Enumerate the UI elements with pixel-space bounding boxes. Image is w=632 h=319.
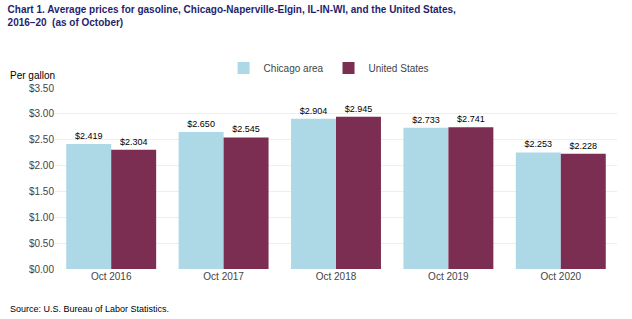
svg-text:$2.741: $2.741 [457,114,485,124]
svg-text:Per gallon: Per gallon [10,70,55,81]
svg-text:$2.228: $2.228 [570,141,598,151]
svg-text:Chart 1. Average prices for ga: Chart 1. Average prices for gasoline, Ch… [8,4,456,28]
svg-text:Oct 2016: Oct 2016 [91,271,132,282]
svg-text:Oct 2019: Oct 2019 [428,271,469,282]
svg-text:United States: United States [369,63,429,74]
svg-text:$2.545: $2.545 [232,124,260,134]
svg-text:$3.00: $3.00 [29,108,54,119]
svg-text:$2.419: $2.419 [75,131,103,141]
svg-text:Oct 2017: Oct 2017 [203,271,244,282]
svg-text:$2.50: $2.50 [29,134,54,145]
svg-text:$0.50: $0.50 [29,238,54,249]
svg-text:$2.733: $2.733 [412,115,440,125]
svg-text:$3.50: $3.50 [29,83,54,94]
svg-text:$2.650: $2.650 [187,119,215,129]
svg-text:Oct 2018: Oct 2018 [316,271,357,282]
svg-text:$2.945: $2.945 [345,104,373,114]
svg-text:$0.00: $0.00 [29,264,54,275]
svg-text:Chicago area: Chicago area [264,63,324,74]
svg-text:$1.00: $1.00 [29,212,54,223]
svg-text:$2.00: $2.00 [29,160,54,171]
svg-text:$2.904: $2.904 [300,106,328,116]
svg-text:$2.253: $2.253 [525,139,553,149]
svg-text:$1.50: $1.50 [29,186,54,197]
svg-text:Oct 2020: Oct 2020 [541,271,582,282]
svg-text:$2.304: $2.304 [120,137,148,147]
svg-text:Source: U.S. Bureau of Labor S: Source: U.S. Bureau of Labor Statistics. [10,304,169,314]
